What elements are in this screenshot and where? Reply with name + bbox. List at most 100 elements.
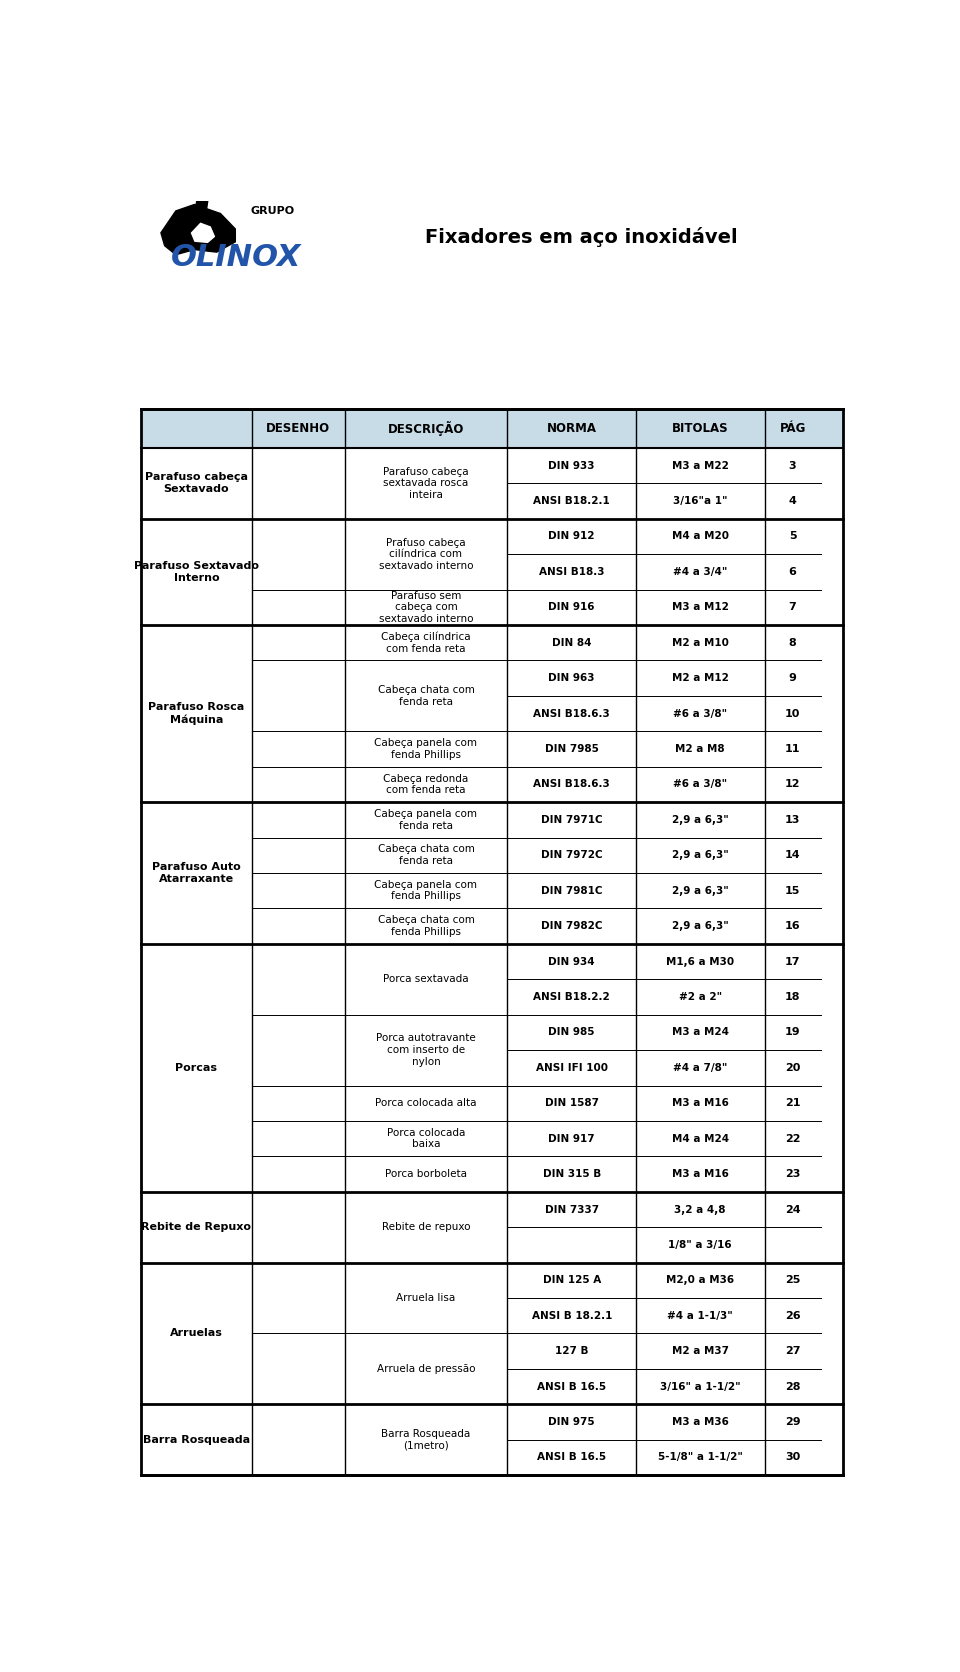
Text: 3,2 a 4,8: 3,2 a 4,8 [675, 1204, 726, 1214]
Text: Porca borboleta: Porca borboleta [385, 1169, 467, 1179]
Text: 25: 25 [785, 1276, 801, 1286]
Bar [141, 448, 252, 518]
Text: DIN 7981C: DIN 7981C [541, 886, 603, 896]
Text: Cabeça panela com
fenda Phillips: Cabeça panela com fenda Phillips [374, 737, 477, 759]
Text: M3 a M12: M3 a M12 [672, 602, 729, 612]
Text: 27: 27 [785, 1346, 801, 1356]
Text: Parafuso Rosca
Máquina: Parafuso Rosca Máquina [148, 702, 245, 724]
Text: ANSI IFI 100: ANSI IFI 100 [536, 1063, 608, 1073]
Text: Barra Rosqueada: Barra Rosqueada [143, 1435, 250, 1445]
Text: 20: 20 [785, 1063, 801, 1073]
Text: 11: 11 [785, 744, 801, 754]
Text: M3 a M36: M3 a M36 [672, 1418, 729, 1428]
Text: ANSI B 16.5: ANSI B 16.5 [538, 1381, 607, 1391]
Text: M3 a M16: M3 a M16 [672, 1169, 729, 1179]
Text: DIN 7337: DIN 7337 [544, 1204, 599, 1214]
Text: 1/8" a 3/16: 1/8" a 3/16 [668, 1241, 732, 1251]
Text: 23: 23 [785, 1169, 801, 1179]
Text: 13: 13 [785, 814, 801, 824]
Text: DESCRIÇÃO: DESCRIÇÃO [388, 421, 465, 436]
Text: 8: 8 [789, 637, 797, 647]
Text: Fixadores em aço inoxidável: Fixadores em aço inoxidável [425, 227, 737, 247]
Text: 10: 10 [785, 709, 801, 719]
Text: 2,9 a 6,3": 2,9 a 6,3" [672, 851, 729, 859]
Text: 18: 18 [785, 991, 801, 1002]
Bar [141, 1192, 252, 1262]
Text: ANSI B18.2.1: ANSI B18.2.1 [534, 497, 611, 507]
Text: 26: 26 [784, 1311, 801, 1321]
Text: Arruela de pressão: Arruela de pressão [376, 1364, 475, 1374]
Text: 3/16"a 1": 3/16"a 1" [673, 497, 728, 507]
Text: Arruela lisa: Arruela lisa [396, 1292, 456, 1302]
Text: Arruelas: Arruelas [170, 1329, 223, 1339]
Text: 2,9 a 6,3": 2,9 a 6,3" [672, 814, 729, 824]
Text: DIN 125 A: DIN 125 A [542, 1276, 601, 1286]
Text: 127 B: 127 B [555, 1346, 588, 1356]
Text: #2 a 2": #2 a 2" [679, 991, 722, 1002]
Text: Cabeça chata com
fenda reta: Cabeça chata com fenda reta [377, 686, 474, 707]
Text: NORMA: NORMA [546, 421, 597, 435]
Text: 30: 30 [785, 1453, 801, 1463]
Text: Porca sextavada: Porca sextavada [383, 975, 468, 985]
Text: 2,9 a 6,3": 2,9 a 6,3" [672, 921, 729, 931]
Text: DIN 7985: DIN 7985 [544, 744, 599, 754]
Bar [141, 943, 252, 1192]
Bar [141, 410, 843, 448]
Bar [141, 518, 252, 625]
Text: #6 a 3/8": #6 a 3/8" [673, 709, 728, 719]
Text: DIN 963: DIN 963 [548, 674, 595, 684]
Text: 24: 24 [784, 1204, 801, 1214]
Text: 9: 9 [789, 674, 797, 684]
Text: Rebite de Repuxo: Rebite de Repuxo [141, 1222, 252, 1232]
Text: 16: 16 [784, 921, 801, 931]
Polygon shape [191, 222, 215, 242]
Text: DIN 7971C: DIN 7971C [540, 814, 603, 824]
Text: DIN 934: DIN 934 [548, 956, 595, 966]
Text: BITOLAS: BITOLAS [672, 421, 729, 435]
Text: DIN 7972C: DIN 7972C [540, 851, 603, 859]
Text: DIN 917: DIN 917 [548, 1134, 595, 1144]
Text: Porca colocada
baixa: Porca colocada baixa [387, 1129, 466, 1149]
Text: 7: 7 [789, 602, 797, 612]
Text: M2 a M10: M2 a M10 [672, 637, 729, 647]
Bar [141, 625, 252, 803]
Text: Parafuso cabeça
Sextavado: Parafuso cabeça Sextavado [145, 473, 248, 493]
Text: M1,6 a M30: M1,6 a M30 [666, 956, 734, 966]
Text: Cabeça panela com
fenda Phillips: Cabeça panela com fenda Phillips [374, 879, 477, 901]
Text: 17: 17 [785, 956, 801, 966]
Text: 29: 29 [784, 1418, 801, 1428]
Text: DIN 933: DIN 933 [548, 460, 595, 470]
Text: Parafuso cabeça
sextavada rosca
inteira: Parafuso cabeça sextavada rosca inteira [383, 466, 468, 500]
Text: OLINOX: OLINOX [171, 242, 301, 273]
Text: 28: 28 [785, 1381, 801, 1391]
Bar [141, 803, 252, 943]
Text: ANSI B18.2.2: ANSI B18.2.2 [534, 991, 611, 1002]
Text: 12: 12 [785, 779, 801, 789]
Text: 3: 3 [789, 460, 797, 470]
Text: M2 a M12: M2 a M12 [672, 674, 729, 684]
Text: #4 a 7/8": #4 a 7/8" [673, 1063, 728, 1073]
Text: 5-1/8" a 1-1/2": 5-1/8" a 1-1/2" [658, 1453, 743, 1463]
Text: ANSI B18.6.3: ANSI B18.6.3 [534, 709, 611, 719]
Text: DIN 985: DIN 985 [548, 1027, 595, 1037]
Bar [141, 1404, 252, 1475]
Text: DIN 315 B: DIN 315 B [542, 1169, 601, 1179]
Text: GRUPO: GRUPO [251, 206, 295, 216]
Text: Parafuso Sextavado
Interno: Parafuso Sextavado Interno [133, 562, 259, 582]
Text: 5: 5 [789, 532, 797, 542]
Text: ANSI B18.6.3: ANSI B18.6.3 [534, 779, 611, 789]
Text: DIN 84: DIN 84 [552, 637, 591, 647]
Text: 22: 22 [785, 1134, 801, 1144]
Text: M3 a M16: M3 a M16 [672, 1099, 729, 1109]
Text: DIN 975: DIN 975 [548, 1418, 595, 1428]
Text: M3 a M24: M3 a M24 [672, 1027, 729, 1037]
Text: ANSI B 18.2.1: ANSI B 18.2.1 [532, 1311, 612, 1321]
Text: M4 a M24: M4 a M24 [672, 1134, 729, 1144]
Text: Porcas: Porcas [176, 1063, 217, 1073]
Text: Cabeça panela com
fenda reta: Cabeça panela com fenda reta [374, 809, 477, 831]
Text: 4: 4 [789, 497, 797, 507]
Text: 14: 14 [784, 851, 801, 859]
Text: Cabeça chata com
fenda reta: Cabeça chata com fenda reta [377, 844, 474, 866]
Text: DIN 912: DIN 912 [548, 532, 595, 542]
Text: Rebite de repuxo: Rebite de repuxo [382, 1222, 470, 1232]
